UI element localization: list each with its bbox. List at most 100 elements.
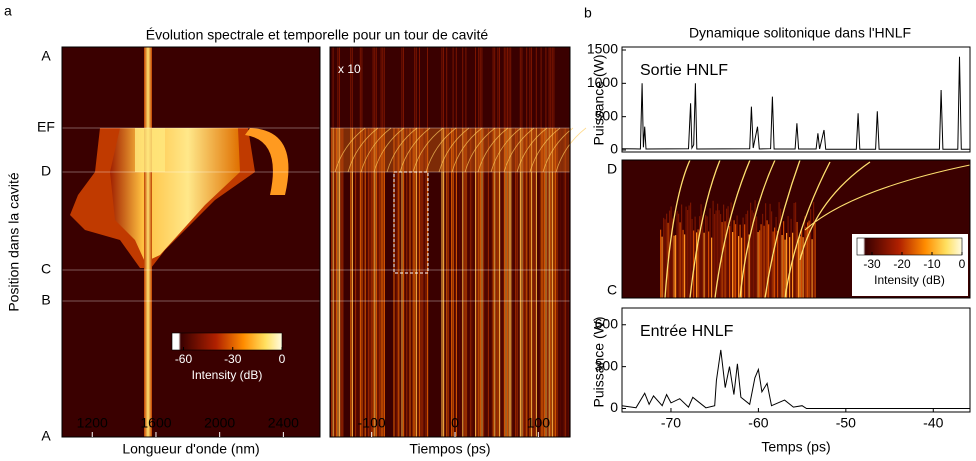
heatmap-stripe (711, 237, 713, 298)
heatmap-stripe (702, 219, 704, 298)
heatmap-stripe (548, 128, 550, 437)
heatmap-stripe (666, 213, 668, 298)
heatmap-stripe (526, 47, 528, 128)
heatmap-stripe (550, 47, 552, 128)
heatmap-stripe (799, 236, 801, 298)
heatmap-stripe (350, 128, 352, 437)
heatmap-stripe (524, 128, 526, 437)
heatmap-stripe (446, 128, 448, 437)
heatmap-stripe (508, 128, 510, 437)
heatmap-stripe (808, 220, 810, 298)
axes-frame (621, 159, 971, 299)
heatmap-stripe (523, 128, 525, 437)
heatmap-stripe (807, 222, 809, 298)
heatmap-stripe (495, 128, 497, 437)
x-tick-label: -100 (358, 415, 386, 431)
heatmap-stripe (511, 128, 513, 437)
heatmap-stripe (337, 47, 339, 128)
heatmap-stripe (690, 202, 692, 298)
heatmap-stripe (696, 232, 698, 298)
y-marker-label: D (41, 163, 51, 179)
heatmap-stripe (519, 128, 521, 437)
heatmap-stripe (738, 236, 740, 298)
heatmap-stripe (739, 224, 741, 298)
heatmap-stripe (521, 128, 523, 437)
heatmap-stripe (712, 200, 714, 298)
heatmap-stripe (467, 128, 469, 437)
heatmap-stripe (499, 128, 501, 437)
heatmap-stripe (699, 216, 701, 298)
heatmap-stripe (369, 128, 371, 437)
heatmap-stripe (751, 210, 753, 298)
y-tick-label: 0 (610, 141, 618, 157)
heatmap-stripe (717, 203, 719, 298)
heatmap-stripe (753, 212, 755, 298)
heatmap-stripe (491, 128, 493, 437)
heatmap-stripe (691, 218, 693, 298)
heatmap-stripe (374, 47, 376, 128)
heatmap-stripe (422, 128, 424, 437)
heatmap-stripe (374, 128, 376, 437)
heatmap-stripe (663, 217, 665, 298)
heatmap-stripe (675, 235, 677, 298)
heatmap-stripe (804, 216, 806, 298)
heatmap-stripe (463, 128, 465, 437)
heatmap-stripe (459, 128, 461, 437)
heatmap-stripe (484, 128, 486, 437)
y-marker-label: EF (37, 119, 55, 135)
heatmap-stripe (393, 128, 395, 437)
y-tick-label: 300 (595, 357, 619, 373)
annotation: Sortie HNLF (640, 62, 728, 79)
heatmap-stripe (396, 128, 398, 437)
heatmap-stripe (500, 128, 502, 437)
heatmap-stripe (465, 47, 467, 128)
annotation: x 10 (338, 62, 361, 76)
heatmap-stripe (768, 224, 770, 298)
heatmap-stripe (724, 221, 726, 298)
heatmap-stripe (551, 128, 553, 437)
heatmap-background (62, 47, 320, 437)
x-tick-label: 1200 (77, 415, 108, 431)
heatmap-stripe (527, 128, 529, 437)
heatmap-stripe (401, 128, 403, 437)
heatmap-stripe (543, 128, 545, 437)
x-tick-label: -60 (748, 415, 768, 431)
heatmap-stripe (465, 128, 467, 437)
heatmap-stripe (383, 47, 385, 128)
heatmap-stripe (380, 128, 382, 437)
heatmap-stripe (802, 237, 804, 298)
heatmap-stripe (508, 47, 510, 128)
heatmap-stripe (550, 128, 552, 437)
heatmap-stripe (339, 47, 340, 128)
heatmap-stripe (558, 128, 560, 437)
y-axis-label: Puissance (W) (591, 316, 607, 407)
heatmap-stripe (449, 128, 451, 437)
heatmap-stripe (682, 229, 684, 298)
heatmap-stripe (339, 128, 341, 437)
heatmap-trace (425, 127, 457, 173)
colorbar (171, 332, 283, 351)
heatmap-stripe (784, 239, 786, 298)
heatmap-stripe (678, 213, 680, 298)
heatmap-stripe (366, 128, 368, 437)
heatmap-stripe (559, 128, 561, 437)
heatmap-stripe (664, 219, 666, 298)
colorbar-tick-label: -30 (224, 352, 242, 366)
heatmap-stripe (720, 214, 722, 298)
colorbar-tick-label: -30 (863, 257, 881, 271)
heatmap-stripe (754, 200, 756, 298)
heatmap-stripe (489, 128, 491, 437)
heatmap-stripe (742, 217, 744, 298)
heatmap-stripe (787, 216, 789, 298)
heatmap-stripe (811, 239, 813, 298)
heatmap-stripe (364, 128, 366, 437)
x-tick-label: 1600 (140, 415, 171, 431)
heatmap-stripe (556, 128, 558, 437)
heatmap-stripe (372, 128, 374, 437)
heatmap-stripe (481, 47, 483, 128)
heatmap-region (144, 47, 152, 437)
y-tick-label: 600 (595, 315, 619, 331)
y-marker-label: B (41, 292, 50, 308)
heatmap-stripe (478, 128, 480, 437)
heatmap-stripe (693, 230, 695, 298)
